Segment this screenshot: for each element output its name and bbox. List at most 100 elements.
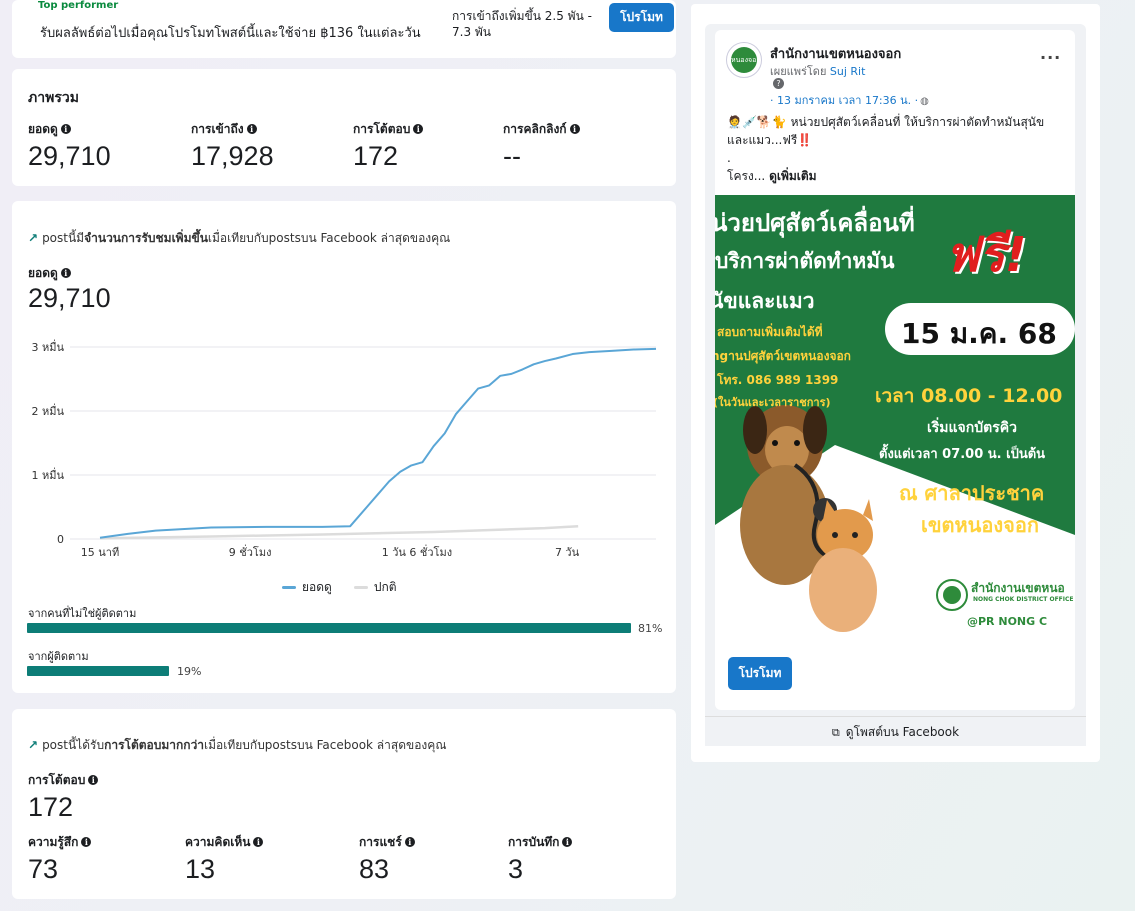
metric-label: การเข้าถึง xyxy=(191,122,244,136)
metric-interactions: การโต้ตอบ i 172 xyxy=(353,120,424,172)
see-more-link[interactable]: ดูเพิ่มเติม xyxy=(769,169,817,183)
published-by: เผยแพร่โดย Suj Rit xyxy=(770,65,866,78)
metric-reach: การเข้าถึง i 17,928 xyxy=(191,120,274,172)
metric-label: ยอดดู xyxy=(28,122,58,136)
series-line-normal[interactable] xyxy=(99,524,579,540)
top-performer-badge: Top performer xyxy=(38,0,119,11)
metric-label: ความคิดเห็น xyxy=(185,835,251,849)
page-avatar[interactable]: หนองจอก xyxy=(726,42,762,78)
image-text: ngานปศุสัตว์เขตหนองจอก xyxy=(715,349,851,363)
views-line-chart: 0 1 หมื่น 2 หมื่น 3 หมื่น 15 นาที 9 ชั่วโมง 1 … xyxy=(31,339,657,559)
publisher-link[interactable]: Suj Rit xyxy=(829,65,866,78)
promo-suggestion-text: รับผลลัพธ์ต่อไปเมื่อคุณโปรโมทโพสต์นี้และ… xyxy=(40,26,421,41)
image-time-text: เวลา 08.00 - 12.00 xyxy=(875,385,1063,407)
image-text: เขตหนองจอก xyxy=(921,513,1039,537)
interactions-trend-text: ↗ postนี้ได้รับการโต้ตอบมากกว่าเมื่อเทียบ… xyxy=(28,738,447,752)
overview-title: ภาพรวม xyxy=(28,90,79,106)
image-org-text: สำนักงานเขตหนอ xyxy=(971,581,1065,595)
post-text-line: และแมว...ฟรี‼️ xyxy=(727,133,813,147)
metric-label: การบันทึก xyxy=(508,835,560,849)
x-tick-label: 15 นาที xyxy=(81,546,119,559)
post-text-line: . xyxy=(727,151,731,165)
follower-bar xyxy=(27,666,769,676)
metric-value: 73 xyxy=(28,854,59,884)
metric-label: การแชร์ xyxy=(359,835,402,849)
metric-label: ความรู้สึก xyxy=(28,835,79,849)
y-tick-label: 3 หมื่น xyxy=(31,339,64,354)
more-options-icon[interactable]: ··· xyxy=(1040,48,1062,67)
view-on-facebook-link[interactable]: ⧉ ดูโพสต์บน Facebook xyxy=(705,716,1086,746)
non-follower-bar xyxy=(27,623,631,633)
image-handle-text: @PR NONG C xyxy=(967,615,1048,628)
metric-shares: การแชร์ i 83 xyxy=(359,833,415,885)
image-text: (ในวันและเวลาราชการ) xyxy=(715,396,831,409)
metric-label: การโต้ตอบ xyxy=(28,773,86,787)
metric-value: 17,928 xyxy=(191,141,274,171)
post-date[interactable]: · 13 มกราคม เวลา 17:36 น. · ◍ xyxy=(770,94,929,107)
metric-value: 3 xyxy=(508,854,524,884)
metric-saves: การบันทึก i 3 xyxy=(508,833,573,885)
info-icon[interactable]: i xyxy=(88,775,99,785)
legend-swatch xyxy=(353,586,368,589)
metric-value: 83 xyxy=(359,854,390,884)
bar-fill xyxy=(27,666,169,676)
info-icon[interactable]: i xyxy=(569,124,580,134)
promote-button[interactable]: โปรโมท xyxy=(609,3,674,32)
help-icon[interactable]: ? xyxy=(773,78,784,89)
info-icon[interactable]: i xyxy=(246,124,257,134)
view-on-facebook-label: ดูโพสต์บน Facebook xyxy=(845,725,960,739)
image-text: สอบถามเพิ่มเติมได้ที่ xyxy=(717,325,823,339)
legend-swatch xyxy=(282,586,296,589)
legend-item-normal[interactable]: ปกติ xyxy=(353,578,397,597)
page-name[interactable]: สำนักงานเขตหนองจอก xyxy=(770,47,902,62)
info-icon[interactable]: i xyxy=(60,124,71,134)
image-text: บริการผ่าตัดทำหมัน xyxy=(715,249,895,273)
image-org-en-text: NONG CHOK DISTRICT OFFICE xyxy=(973,596,1074,603)
legend-item-views[interactable]: ยอดดู xyxy=(282,578,332,597)
post-text-line: โครง... xyxy=(727,169,766,183)
post-promote-button[interactable]: โปรโมท xyxy=(728,657,792,690)
non-follower-percent: 81% xyxy=(638,622,663,635)
image-text: ตั้งแต่เวลา 07.00 น. เป็นต้น xyxy=(879,447,1046,462)
image-text: นัขและแมว xyxy=(715,289,815,313)
image-text: น่วยปศุสัตว์เคลื่อนที่ xyxy=(715,209,915,237)
image-free-text: ฟรี! xyxy=(945,227,1027,283)
follower-percent: 19% xyxy=(177,665,202,678)
top-performer-card: Top performer รับผลลัพธ์ต่อไปเมื่อคุณโปร… xyxy=(12,0,676,58)
non-follower-label: จากคนที่ไม่ใช่ผู้ติดตาม xyxy=(28,607,137,620)
trend-up-icon: ↗ xyxy=(28,231,39,245)
metric-views: ยอดดู i 29,710 xyxy=(28,120,111,172)
series-line-views[interactable] xyxy=(99,347,657,539)
metric-value: 29,710 xyxy=(28,141,111,171)
legend-label: ปกติ xyxy=(373,580,397,594)
image-text: ณ ศาลาประชาค xyxy=(899,481,1045,505)
info-icon[interactable]: i xyxy=(253,837,264,847)
interactions-total: การโต้ตอบ i 172 xyxy=(28,771,99,823)
page-logo: หนองจอก xyxy=(731,47,761,73)
x-tick-label: 7 วัน xyxy=(555,546,580,559)
views-card: ↗ postนี้มีจำนวนการรับชมเพิ่มขึ้นเมื่อเที… xyxy=(12,201,676,693)
image-text: เริ่มแจกบัตรคิว xyxy=(927,420,1017,436)
metric-value: 13 xyxy=(185,854,216,884)
post-image-graphics xyxy=(715,195,1075,641)
external-link-icon: ⧉ xyxy=(831,726,840,739)
views-label: ยอดดู i xyxy=(28,264,71,283)
bar-fill xyxy=(27,623,631,633)
metric-reactions: ความรู้สึก i 73 xyxy=(28,833,92,885)
metric-value: -- xyxy=(503,141,521,171)
x-tick-label: 1 วัน 6 ชั่วโมง xyxy=(382,544,452,559)
metric-comments: ความคิดเห็น i 13 xyxy=(185,833,264,885)
metric-label: การคลิกลิงก์ xyxy=(503,122,567,136)
views-trend-text: ↗ postนี้มีจำนวนการรับชมเพิ่มขึ้นเมื่อเที… xyxy=(28,231,451,245)
info-icon[interactable]: i xyxy=(60,268,71,278)
post-image[interactable]: น่วยปศุสัตว์เคลื่อนที่ บริการผ่าตัดทำหมั… xyxy=(715,195,1075,641)
legend-label: ยอดดู xyxy=(302,580,332,594)
info-icon[interactable]: i xyxy=(404,837,415,847)
info-icon[interactable]: i xyxy=(81,837,92,847)
globe-icon: ◍ xyxy=(920,96,929,107)
chart-legend: ยอดดู ปกติ xyxy=(282,578,397,597)
post-text-line: 🧑‍⚕️💉🐕🐈 หน่วยปศุสัตว์เคลื่อนที่ ให้บริกา… xyxy=(727,115,1045,129)
info-icon[interactable]: i xyxy=(413,124,424,134)
metric-value: 172 xyxy=(28,792,74,822)
info-icon[interactable]: i xyxy=(562,837,573,847)
